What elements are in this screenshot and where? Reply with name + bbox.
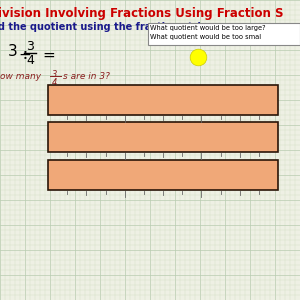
Text: ÷: ÷ [18,47,31,62]
Text: 3: 3 [8,44,18,59]
Text: 3: 3 [52,70,58,79]
Text: 4: 4 [52,78,58,87]
Text: s are in 3?: s are in 3? [63,72,110,81]
Bar [148,23,300,45]
Bar [48,160,278,190]
Text: ow many: ow many [0,72,44,81]
Text: d the quotient using the fraction strips.: d the quotient using the fraction strips… [0,22,218,32]
Text: =: = [42,47,55,62]
Text: 4: 4 [26,53,34,67]
Text: ivision Involving Fractions Using Fraction S: ivision Involving Fractions Using Fracti… [0,7,284,20]
Bar [48,85,278,115]
Text: What quotient would be too large?
What quotient would be too smal: What quotient would be too large? What q… [150,25,266,40]
Bar [48,122,278,152]
Text: 3: 3 [26,40,34,52]
